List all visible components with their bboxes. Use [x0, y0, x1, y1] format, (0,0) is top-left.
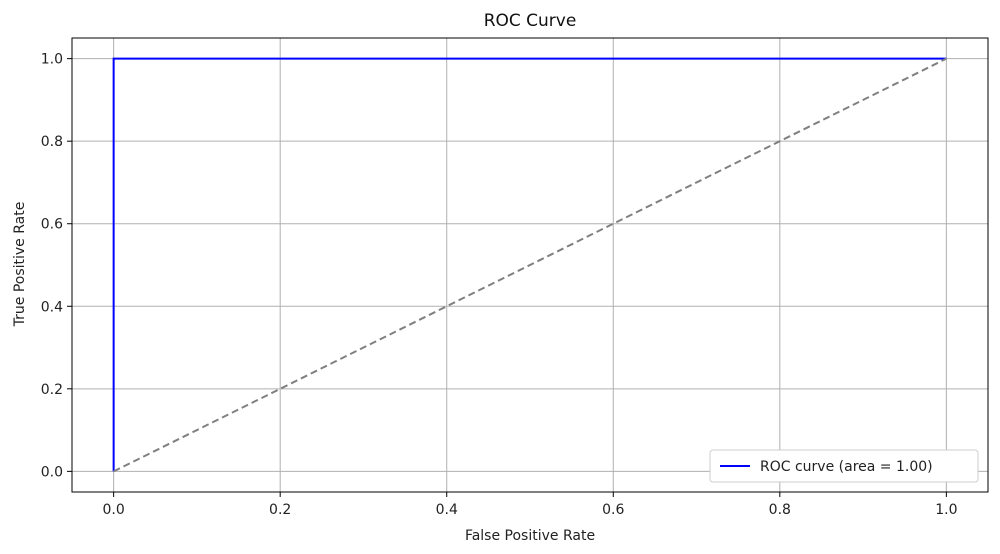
- y-tick-label: 0.8: [41, 134, 63, 150]
- chart-title: ROC Curve: [484, 11, 577, 31]
- roc-curve-line: [112, 57, 947, 472]
- y-tick-label: 0.2: [41, 382, 63, 398]
- y-axis-ticks: 0.0 0.2 0.4 0.6 0.8 1.0: [41, 52, 72, 480]
- x-tick-label: 0.2: [269, 502, 291, 518]
- x-tick-label: 1.0: [935, 502, 957, 518]
- legend: ROC curve (area = 1.00): [709, 449, 979, 483]
- y-tick-label: 0.6: [41, 217, 63, 233]
- x-tick-label: 0.6: [602, 502, 624, 518]
- x-axis-ticks: 0.0 0.2 0.4 0.6 0.8 1.0: [103, 492, 957, 518]
- x-tick-label: 0.0: [103, 502, 125, 518]
- y-tick-label: 0.4: [41, 299, 63, 315]
- chance-diagonal-line: [113, 57, 947, 473]
- y-axis-label: True Positive Rate: [12, 202, 28, 328]
- series-layer: [112, 57, 947, 473]
- x-tick-label: 0.4: [436, 502, 458, 518]
- y-tick-label: 1.0: [41, 52, 63, 68]
- x-axis-label: False Positive Rate: [465, 528, 595, 544]
- plot-area-frame: [71, 37, 989, 493]
- y-tick-label: 0.0: [41, 464, 63, 480]
- legend-box: [709, 449, 979, 483]
- x-tick-label: 0.8: [769, 502, 791, 518]
- legend-entry-roc-curve: ROC curve (area = 1.00): [760, 459, 933, 475]
